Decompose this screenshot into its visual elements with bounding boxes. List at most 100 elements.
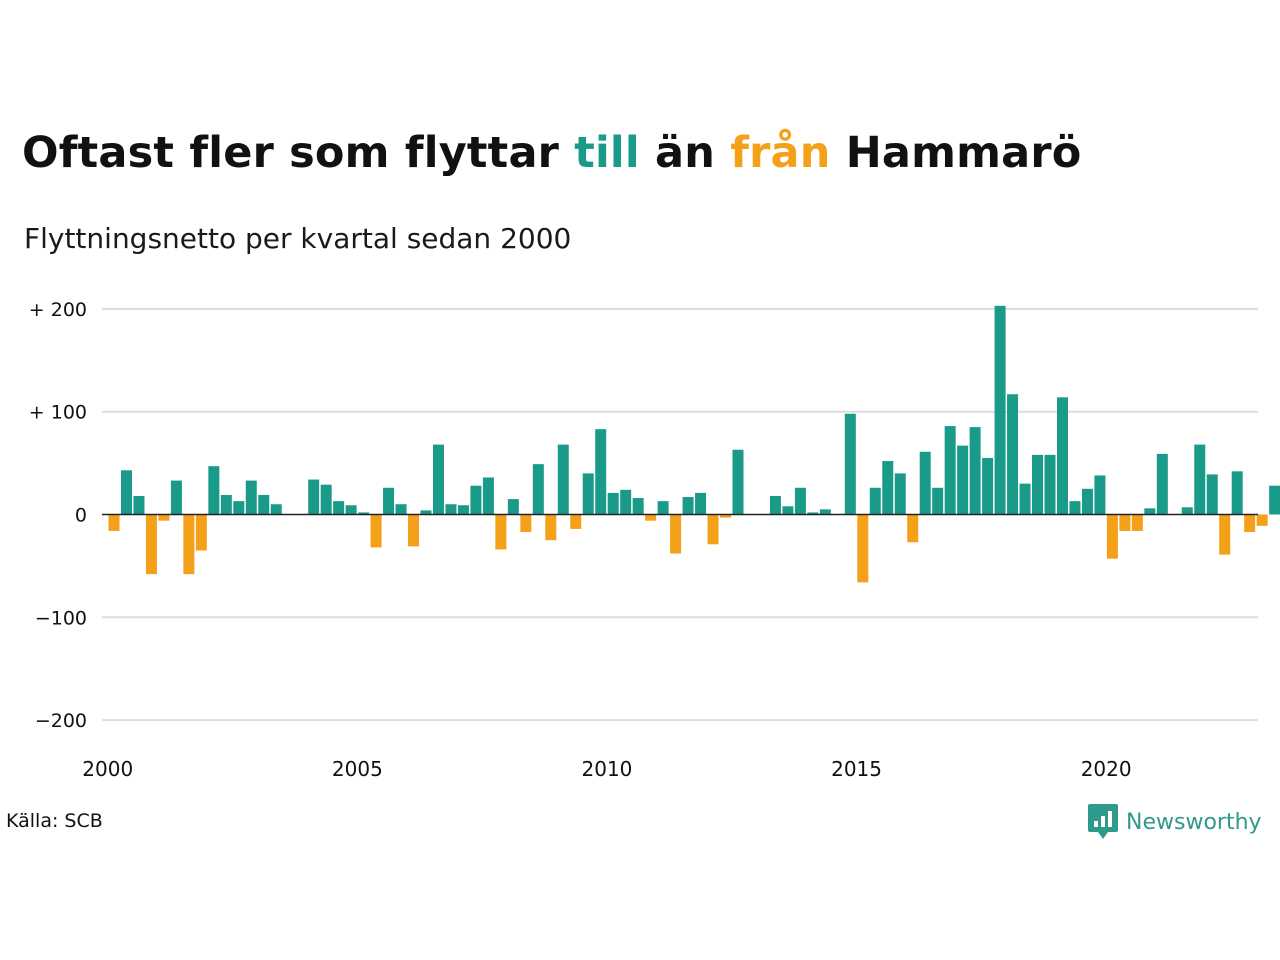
bar xyxy=(732,449,744,515)
bar xyxy=(1181,507,1193,515)
chart-subtitle: Flyttningsnetto per kvartal sedan 2000 xyxy=(24,222,572,255)
bar xyxy=(1256,514,1268,526)
bar xyxy=(1194,444,1206,515)
y-axis-tick-labels: + 200 + 100 0 −100 −200 xyxy=(29,299,87,732)
bar xyxy=(1131,514,1143,531)
y-tick-label: + 100 xyxy=(29,402,87,424)
bar xyxy=(682,497,694,515)
bar xyxy=(720,514,732,518)
bar xyxy=(495,514,507,550)
bar xyxy=(408,514,420,547)
x-tick-label: 2015 xyxy=(831,757,882,781)
bar xyxy=(907,514,919,543)
bar xyxy=(1206,474,1218,515)
bar xyxy=(395,504,407,515)
title-highlight-in: till xyxy=(574,128,640,178)
bar xyxy=(183,514,195,575)
bar xyxy=(570,514,582,529)
bar xyxy=(1231,471,1243,515)
brand-logo[interactable]: Newsworthy xyxy=(1087,802,1262,842)
bar xyxy=(320,484,332,515)
bar xyxy=(957,445,969,515)
bar xyxy=(345,505,357,515)
bar xyxy=(557,444,569,515)
bar xyxy=(620,489,632,515)
bar xyxy=(470,485,482,515)
bar xyxy=(607,492,619,515)
bar-chart: + 200 + 100 0 −100 −200 2000 2005 2010 2015 2020 xyxy=(29,299,1280,781)
bar xyxy=(370,514,382,548)
bar xyxy=(844,413,856,515)
bar xyxy=(1156,453,1168,515)
bar xyxy=(1144,508,1156,515)
title-part-1: Oftast fler som flyttar xyxy=(22,128,575,178)
bar xyxy=(582,473,594,515)
y-tick-label: −200 xyxy=(35,710,87,732)
bar xyxy=(532,464,544,515)
bar xyxy=(632,498,644,515)
bar xyxy=(457,505,469,515)
bar xyxy=(1056,397,1068,515)
x-tick-label: 2005 xyxy=(332,757,383,781)
x-tick-label: 2010 xyxy=(582,757,633,781)
bar xyxy=(170,480,182,515)
newsworthy-logo-icon xyxy=(1088,804,1118,839)
bar xyxy=(819,509,831,515)
bar xyxy=(208,466,220,515)
title-highlight-out: från xyxy=(730,128,831,178)
bar xyxy=(994,305,1006,515)
bar xyxy=(969,427,981,515)
bar xyxy=(1219,514,1231,555)
bar xyxy=(657,501,669,515)
bar xyxy=(1081,488,1093,515)
bar xyxy=(1007,394,1019,515)
x-axis-tick-labels: 2000 2005 2010 2015 2020 xyxy=(82,757,1131,781)
y-tick-label: + 200 xyxy=(29,299,87,321)
bar xyxy=(545,514,557,541)
bar xyxy=(769,496,781,515)
bar xyxy=(1094,475,1106,515)
bar xyxy=(270,504,282,515)
bar xyxy=(944,426,956,515)
x-tick-label: 2020 xyxy=(1081,757,1132,781)
x-tick-label: 2000 xyxy=(82,757,133,781)
bar xyxy=(982,457,994,515)
bar xyxy=(145,514,157,575)
bar xyxy=(333,501,345,515)
bar xyxy=(420,510,432,515)
bars xyxy=(108,305,1280,583)
bar xyxy=(807,512,819,515)
bar xyxy=(1069,501,1081,515)
bar xyxy=(1269,485,1280,515)
source-note: Källa: SCB xyxy=(6,810,103,832)
bar xyxy=(482,477,494,515)
bar xyxy=(1106,514,1118,559)
bar xyxy=(158,514,170,521)
bar xyxy=(894,473,906,515)
bar xyxy=(308,479,320,515)
bar xyxy=(1244,514,1256,532)
bar xyxy=(133,496,145,515)
bar xyxy=(432,444,444,515)
title-part-3: Hammarö xyxy=(830,128,1082,178)
title-part-2: än xyxy=(639,128,731,178)
bar xyxy=(258,494,270,515)
bar xyxy=(857,514,869,583)
bar xyxy=(1044,454,1056,515)
bar xyxy=(383,487,395,515)
bar xyxy=(507,499,519,515)
bar xyxy=(782,506,794,515)
bar xyxy=(882,461,894,515)
bar xyxy=(520,514,532,532)
bar xyxy=(919,451,931,515)
bar xyxy=(670,514,682,554)
brand-name: Newsworthy xyxy=(1126,809,1262,835)
bar xyxy=(358,512,370,515)
bar xyxy=(1119,514,1131,531)
bar xyxy=(794,487,806,515)
bar xyxy=(445,504,457,515)
bar xyxy=(595,429,607,515)
bar xyxy=(1019,483,1031,515)
bar xyxy=(869,487,881,515)
bar xyxy=(220,494,232,515)
